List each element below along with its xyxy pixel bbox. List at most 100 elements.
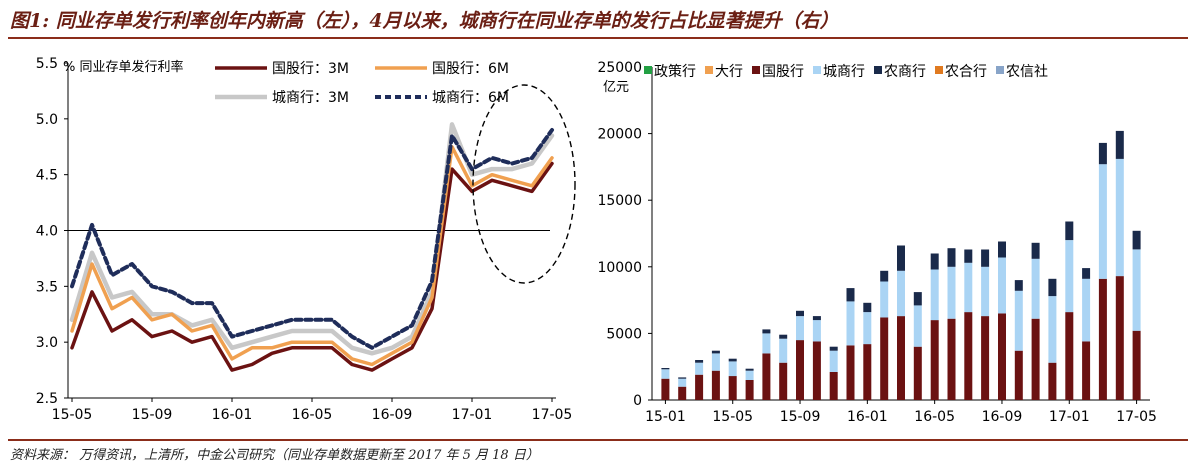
- bar-segment-2: [1082, 341, 1091, 400]
- source-note: 资料来源： 万得资讯，上清所，中金公司研究（同业存单数据更新至 2017 年 5…: [10, 448, 539, 463]
- legend-swatch-3: [813, 66, 821, 74]
- bar-segment-3: [1132, 249, 1141, 331]
- bar-segment-3: [1065, 240, 1074, 313]
- bar-segment-2: [1065, 312, 1074, 400]
- y-tick-label: 2.5: [36, 391, 58, 407]
- series-line-3: [70, 128, 554, 350]
- legend-swatch-4: [874, 66, 882, 74]
- bar-segment-4: [829, 346, 838, 351]
- series-line-0: [70, 161, 554, 372]
- bar-segment-3: [964, 262, 973, 313]
- y-tick-label: 5000: [606, 326, 642, 342]
- bar-segment-3: [745, 370, 754, 380]
- y-tick-label: 4.5: [36, 168, 58, 184]
- bar-segment-2: [913, 346, 922, 400]
- bar-segment-3: [728, 361, 737, 377]
- bar-segment-4: [897, 245, 905, 271]
- issuance-bar-chart: 0 5000 10000 15000 20000 25000 亿元 15-01 15-05 15-…: [597, 60, 1157, 425]
- bar-segment-3: [812, 320, 821, 342]
- bar-segment-3: [846, 301, 855, 346]
- bar-segment-3: [796, 316, 804, 341]
- bar-segment-4: [846, 288, 855, 302]
- legend-label-0: 政策行: [654, 63, 696, 80]
- x-tick-label: 15-09: [132, 407, 173, 423]
- bar-segment-3: [981, 266, 990, 317]
- bar-segment-3: [1082, 278, 1091, 342]
- bar-segment-3: [998, 257, 1006, 314]
- bar-segment-2: [981, 316, 990, 400]
- bar-segment-4: [1048, 278, 1057, 297]
- figure-title: 图1: 同业存单发行利率创年内新高（左），4月以来，城商行在同业存单的发行占比显…: [10, 10, 839, 32]
- bar-segment-2: [1115, 276, 1124, 400]
- bar-segment-3: [930, 269, 939, 321]
- bar-segment-2: [796, 340, 804, 400]
- bar-segment-4: [1014, 280, 1023, 291]
- bar-segment-2: [678, 386, 687, 400]
- legend-swatch-5: [935, 66, 943, 74]
- y-tick-label: 10000: [597, 260, 642, 276]
- bar-segment-2: [1048, 362, 1057, 400]
- bar-segment-2: [695, 374, 704, 400]
- bar-segment-3: [880, 281, 889, 318]
- x-tick-label: 16-05: [914, 409, 955, 425]
- bar-segment-3: [711, 353, 720, 371]
- legend-swatch-6: [996, 66, 1004, 74]
- bar-segment-2: [863, 344, 872, 400]
- y-tick-label: 0: [633, 393, 642, 409]
- bar-segment-2: [779, 362, 788, 400]
- bar-segment-4: [1115, 130, 1124, 159]
- bar-segment-3: [947, 266, 956, 319]
- x-tick-label: 17-05: [1116, 409, 1157, 425]
- y-tick-label: 15000: [597, 193, 642, 209]
- legend-label-4: 农商行: [884, 64, 926, 80]
- bar-segment-4: [762, 329, 771, 334]
- bar-segment-2: [846, 345, 855, 400]
- series-line-2: [69, 122, 555, 356]
- bar-segment-4: [695, 360, 704, 363]
- bar-segment-2: [829, 372, 838, 400]
- bar-segment-4: [930, 253, 939, 270]
- x-tick-label: 16-09: [372, 407, 413, 423]
- bar-segment-2: [1132, 330, 1141, 400]
- bar-segment-3: [678, 378, 687, 387]
- bar-segment-4: [1065, 221, 1074, 241]
- y-tick-label: 20000: [597, 127, 642, 143]
- bar-segment-4: [796, 310, 804, 317]
- legend-label-3: 城商行：6M: [432, 90, 509, 106]
- bar-segment-2: [998, 313, 1006, 400]
- bar-segment-4: [711, 350, 720, 354]
- x-tick-label: 17-01: [1049, 409, 1090, 425]
- bar-segment-4: [1132, 230, 1141, 250]
- bar-segment-4: [661, 368, 670, 370]
- y-tick-label: 3.0: [36, 335, 58, 351]
- x-tick-label: 17-01: [452, 407, 493, 423]
- x-tick-label: 16-05: [292, 407, 333, 423]
- legend-label-1: 国股行：6M: [432, 61, 509, 77]
- legend-swatch-1: [705, 66, 713, 74]
- legend-swatch-2: [752, 66, 760, 74]
- bar-segment-4: [998, 241, 1006, 258]
- series-line-1: [70, 145, 554, 367]
- x-tick-label: 16-01: [847, 409, 888, 425]
- bar-segment-2: [1098, 278, 1107, 400]
- y-tick-label: 5.5: [36, 56, 58, 72]
- x-tick-label: 15-09: [780, 409, 821, 425]
- y-tick-label: 4.0: [36, 224, 58, 240]
- x-tick-label: 16-01: [212, 407, 253, 423]
- bar-segment-2: [930, 320, 939, 400]
- bar-segment-2: [1014, 350, 1023, 400]
- bar-segment-3: [695, 362, 704, 375]
- y-axis-title: % 同业存单发行利率: [63, 59, 184, 75]
- legend-label-1: 大行: [715, 64, 743, 80]
- title-rule: [8, 37, 1188, 39]
- legend-label-2: 城商行：3M: [272, 90, 349, 106]
- bar-segment-2: [762, 353, 771, 400]
- footer-rule: [8, 439, 1188, 441]
- bar-segment-2: [745, 380, 754, 400]
- bar-segment-4: [981, 249, 990, 267]
- x-tick-label: 15-05: [52, 407, 93, 423]
- bar-segment-4: [964, 249, 973, 263]
- legend-label-2: 国股行: [762, 64, 804, 80]
- bar-segment-2: [711, 370, 720, 400]
- legend-label-0: 国股行：3M: [272, 61, 349, 77]
